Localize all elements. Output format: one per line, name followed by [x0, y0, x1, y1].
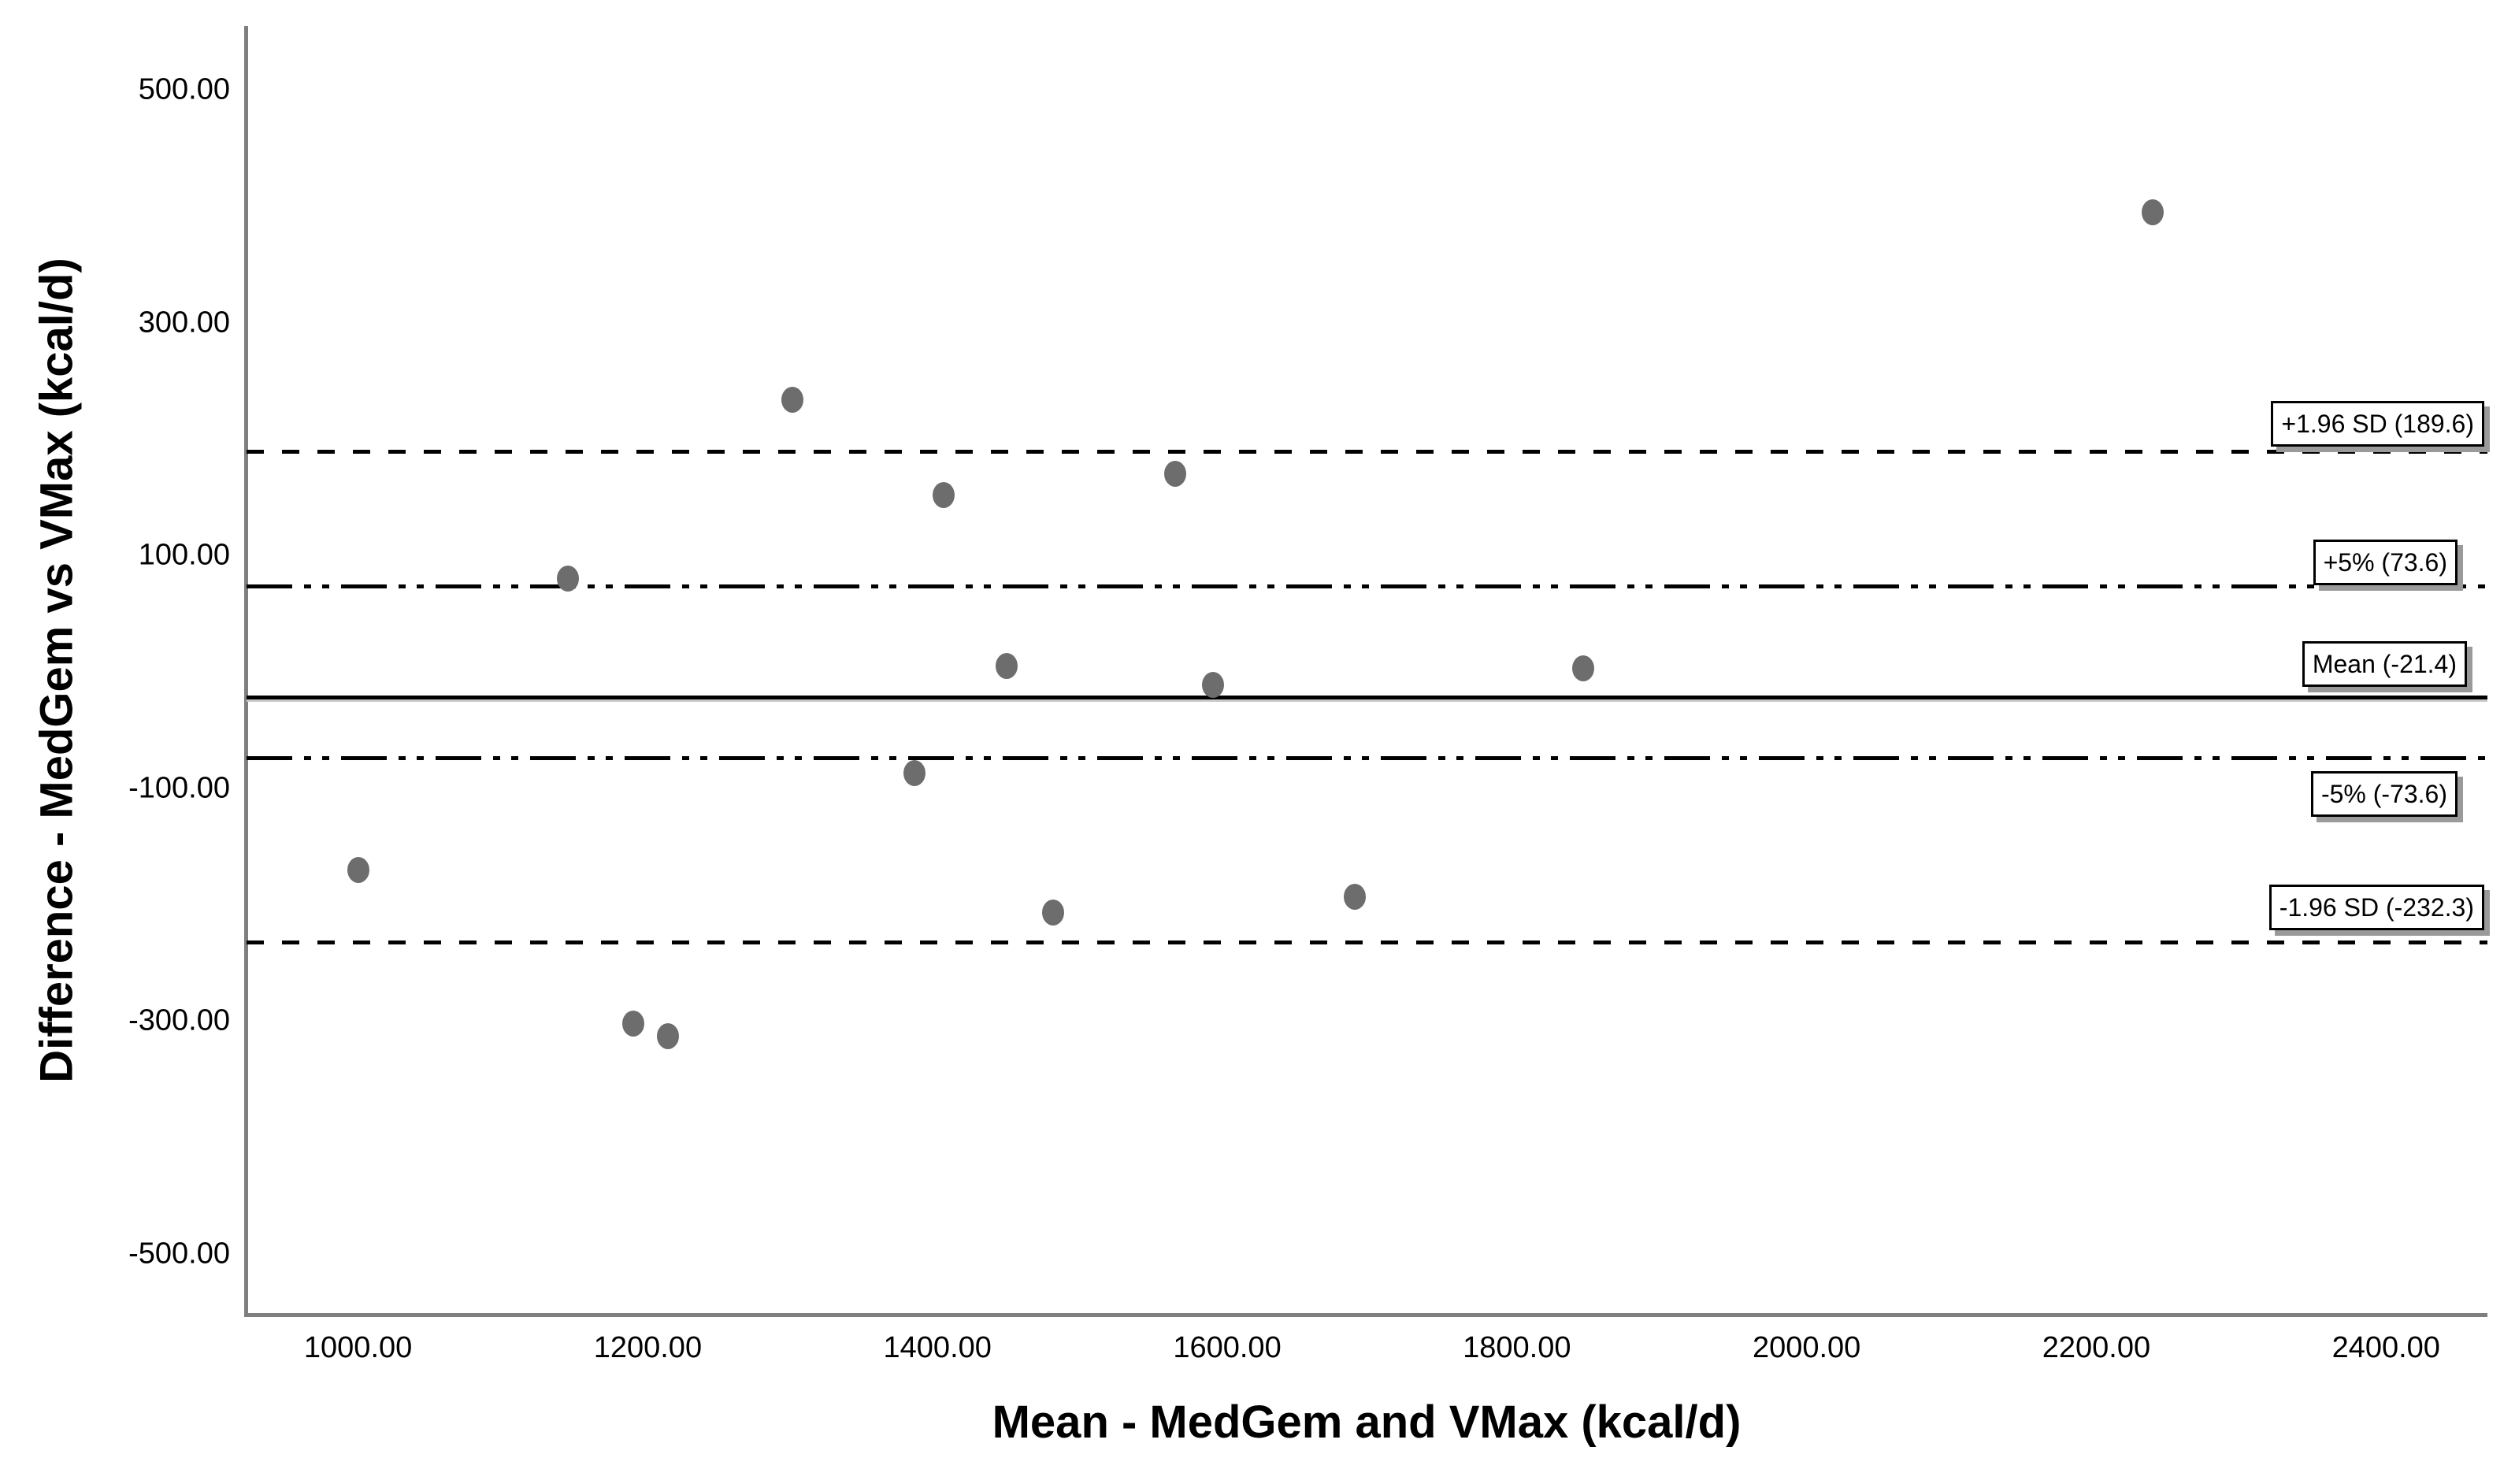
x-axis-title: Mean - MedGem and VMax (kcal/d) [992, 1397, 1742, 1448]
y-tick-label: -500.00 [128, 1237, 230, 1271]
data-point [1572, 655, 1595, 682]
reference-line-label-minus-5pct: -5% (-73.6) [2310, 770, 2458, 817]
data-point [1343, 883, 1366, 910]
y-tick-label: -300.00 [128, 1004, 230, 1037]
x-axis-line [244, 1313, 2487, 1317]
y-tick-label: -100.00 [128, 771, 230, 805]
data-point [996, 653, 1018, 680]
data-point [781, 386, 804, 413]
x-tick-label: 1800.00 [1463, 1331, 1571, 1364]
reference-line-label-upper-loa: +1.96 SD (189.6) [2271, 400, 2484, 447]
y-axis-title: Difference - MedGem vs VMax (kcal/d) [31, 258, 83, 1083]
reference-line-label-lower-loa: -1.96 SD (-232.3) [2268, 885, 2484, 931]
x-tick-label: 2400.00 [2331, 1331, 2440, 1364]
reference-line-plus-5pct [247, 584, 2487, 589]
data-point [622, 1010, 645, 1037]
reference-line-minus-5pct [247, 755, 2487, 760]
x-tick-label: 1200.00 [593, 1331, 703, 1364]
reference-line-label-plus-5pct: +5% (73.6) [2313, 540, 2458, 586]
reference-line-upper-loa [247, 449, 2487, 454]
x-tick-label: 1600.00 [1173, 1331, 1282, 1364]
x-tick-label: 2200.00 [2042, 1331, 2151, 1364]
reference-line-mean [247, 695, 2487, 699]
x-tick-label: 1400.00 [883, 1331, 992, 1364]
data-point [1163, 461, 1186, 488]
data-point [557, 566, 580, 592]
data-point [347, 856, 369, 883]
x-tick-label: 2000.00 [1752, 1331, 1861, 1364]
data-point [657, 1022, 680, 1049]
data-point [1042, 900, 1065, 926]
y-tick-label: 300.00 [138, 306, 230, 339]
reference-line-label-mean: Mean (-21.4) [2302, 640, 2467, 687]
data-point [932, 481, 955, 508]
x-tick-label: 1000.00 [303, 1331, 413, 1364]
data-point [1201, 671, 1224, 698]
y-tick-label: 100.00 [138, 538, 230, 572]
y-axis-line [244, 26, 248, 1317]
reference-line-lower-loa [247, 940, 2487, 945]
data-point [2142, 198, 2164, 225]
data-point [903, 760, 926, 786]
y-tick-label: 500.00 [138, 72, 230, 106]
